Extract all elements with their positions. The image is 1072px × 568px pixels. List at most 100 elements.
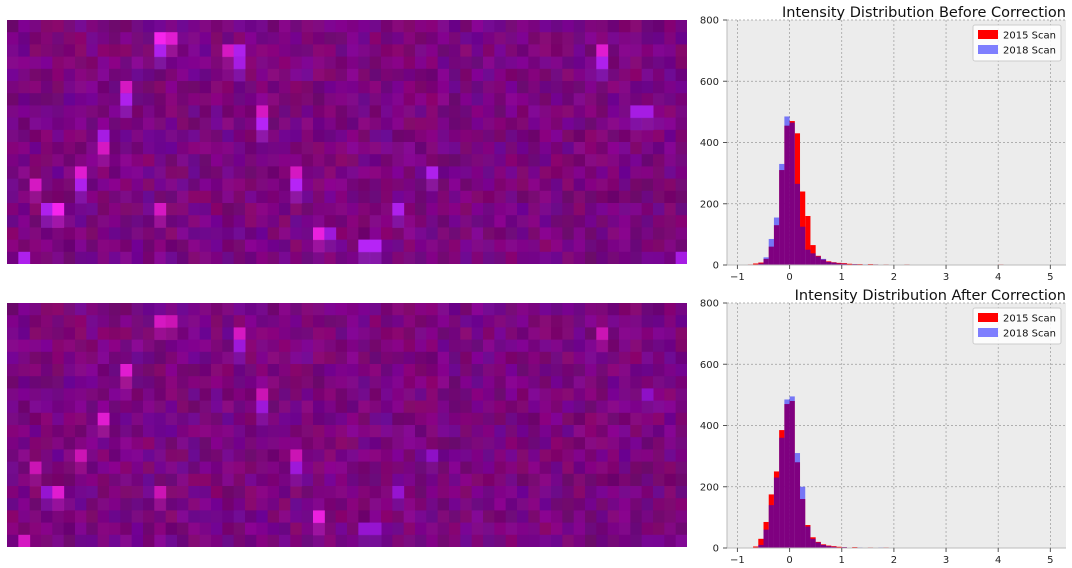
heatmap-cell	[211, 81, 223, 94]
heatmap-cell	[120, 56, 133, 70]
heatmap-cell	[630, 154, 643, 167]
heatmap-cell	[539, 129, 552, 143]
heatmap-cell	[347, 142, 359, 155]
heatmap-cell	[75, 142, 87, 155]
heatmap-cell	[505, 473, 518, 487]
heatmap-cell	[505, 142, 518, 155]
heatmap-cell	[279, 203, 291, 216]
heatmap-cell	[607, 351, 620, 365]
heatmap-cell	[245, 20, 257, 33]
heatmap-hot-cell	[18, 251, 31, 264]
heatmap-cell	[415, 178, 427, 192]
heatmap-cell	[165, 461, 178, 475]
heatmap-cell	[177, 351, 189, 365]
heatmap-cell	[165, 215, 178, 228]
heatmap-cell	[199, 376, 212, 389]
heatmap-cell	[301, 388, 314, 402]
heatmap-cell	[188, 473, 201, 487]
heatmap-cell	[347, 56, 359, 70]
heatmap-cell	[607, 142, 620, 155]
heatmap-cell	[653, 339, 665, 353]
heatmap-cell	[347, 339, 359, 353]
heatmap-cell	[460, 129, 473, 143]
heatmap-cell	[211, 56, 223, 70]
heatmap-cell	[653, 251, 665, 264]
heatmap-cell	[630, 376, 643, 389]
heatmap-cell	[630, 486, 643, 499]
heatmap-cell	[335, 203, 348, 216]
heatmap-cell	[517, 178, 529, 192]
heatmap-cell	[381, 203, 393, 216]
heatmap-cell	[483, 251, 495, 264]
heatmap-cell	[63, 129, 76, 143]
heatmap-cell	[313, 364, 325, 377]
heatmap-cell	[630, 303, 643, 316]
heatmap-cell	[653, 178, 665, 192]
heatmap-cell	[131, 412, 144, 426]
heatmap-cell	[415, 364, 427, 377]
heatmap-cell	[222, 154, 235, 167]
heatmap-cell	[494, 56, 507, 70]
heatmap-cell	[449, 20, 461, 33]
heatmap-cell	[41, 44, 53, 58]
heatmap-cell	[18, 227, 31, 241]
heatmap-cell	[675, 400, 687, 414]
heatmap-cell	[63, 339, 76, 353]
heatmap-cell	[109, 251, 121, 264]
heatmap-cell	[449, 412, 461, 426]
heatmap-cell	[415, 81, 427, 94]
heatmap-cell	[630, 461, 643, 475]
heatmap-cell	[120, 227, 133, 241]
heatmap-cell	[483, 522, 495, 536]
heatmap-cell	[109, 400, 121, 414]
heatmap-cell	[471, 93, 484, 106]
heatmap-cell	[233, 215, 246, 228]
heatmap-cell	[415, 351, 427, 365]
heatmap-cell	[290, 534, 303, 547]
heatmap-cell	[63, 154, 76, 167]
heatmap-cell	[585, 412, 597, 426]
heatmap-cell	[562, 315, 575, 328]
heatmap-cell	[222, 486, 235, 499]
heatmap-cell	[290, 93, 303, 106]
heatmap-cell	[664, 522, 677, 536]
heatmap-cell	[279, 227, 291, 241]
heatmap-cell	[211, 117, 223, 131]
heatmap-cell	[494, 486, 507, 499]
heatmap-cell	[596, 400, 609, 414]
heatmap-cell	[256, 154, 269, 167]
heatmap-cell	[630, 93, 643, 106]
heatmap-cell	[154, 351, 167, 365]
heatmap-cell	[177, 461, 189, 475]
heatmap-cell	[52, 117, 65, 131]
heatmap-cell	[664, 154, 677, 167]
heatmap-cell	[539, 154, 552, 167]
heatmap-cell	[426, 425, 439, 438]
heatmap-cell	[313, 400, 325, 414]
heatmap-cell	[109, 178, 121, 192]
heatmap-cell	[675, 215, 687, 228]
heatmap-cell	[381, 400, 393, 414]
heatmap-cell	[596, 449, 609, 463]
heatmap-cell	[358, 20, 371, 33]
heatmap-cell	[86, 376, 99, 389]
heatmap-cell	[165, 117, 178, 131]
heatmap-cell	[347, 68, 359, 82]
heatmap-cell	[29, 239, 42, 253]
heatmap-cell	[619, 327, 631, 341]
heatmap-cell	[188, 44, 201, 58]
heatmap-cell	[301, 303, 314, 316]
heatmap-cell	[267, 534, 280, 547]
heatmap-cell	[573, 227, 586, 241]
heatmap-cell	[358, 81, 371, 94]
heatmap-cell	[199, 142, 212, 155]
heatmap-cell	[97, 534, 110, 547]
heatmap-cell	[426, 93, 439, 106]
heatmap-cell	[177, 215, 189, 228]
heatmap-cell	[460, 486, 473, 499]
heatmap-cell	[437, 20, 450, 33]
heatmap-hot-cell	[596, 44, 609, 58]
heatmap-cell	[528, 303, 541, 316]
heatmap-cell	[653, 129, 665, 143]
